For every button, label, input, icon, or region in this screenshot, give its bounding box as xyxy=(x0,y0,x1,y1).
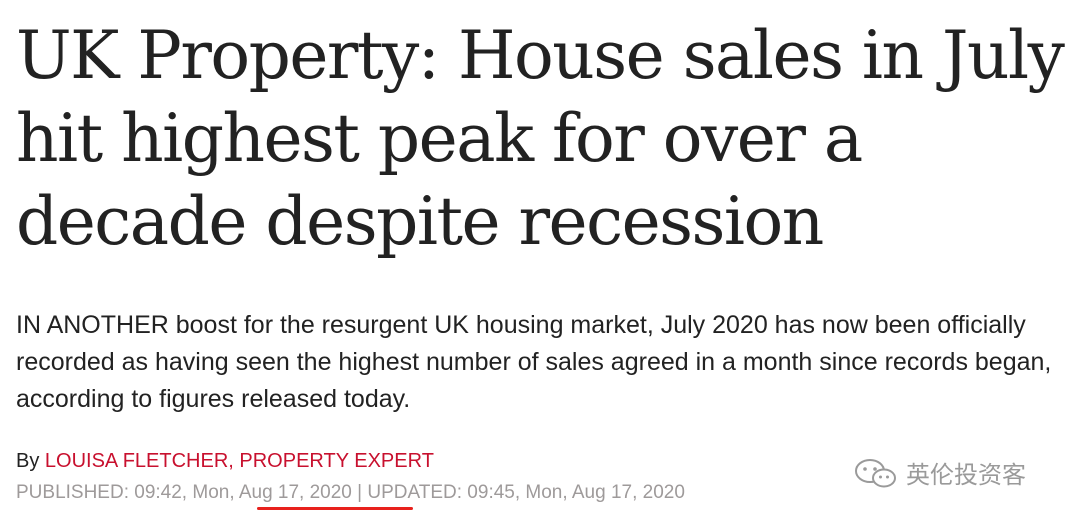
author-link[interactable]: LOUISA FLETCHER, PROPERTY EXPERT xyxy=(44,450,434,472)
highlight-underline xyxy=(257,507,413,510)
article: UK Property: House sales in July hit hig… xyxy=(16,14,1066,505)
byline-prefix: By xyxy=(16,450,45,472)
watermark-text: 英伦投资客 xyxy=(906,461,1026,489)
wechat-icon xyxy=(855,458,896,487)
byline: By LOUISA FLETCHER, PROPERTY EXPERT xyxy=(16,448,1066,474)
watermark: 英伦投资客 xyxy=(852,455,1026,490)
headline: UK Property: House sales in July hit hig… xyxy=(16,17,1065,260)
standfirst: IN ANOTHER boost for the resurgent UK ho… xyxy=(16,311,1052,413)
publish-dates: PUBLISHED: 09:42, Mon, Aug 17, 2020 | UP… xyxy=(16,482,685,503)
